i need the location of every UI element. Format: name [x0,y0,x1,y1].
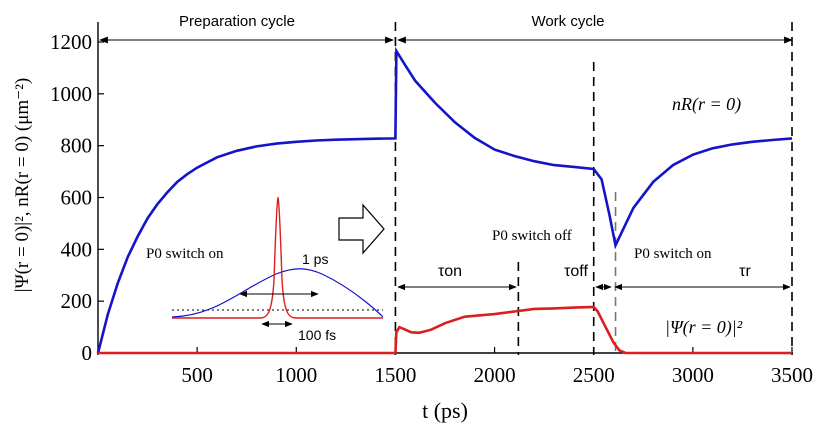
inset-wide-pulse [171,268,384,318]
x-tick-label: 3000 [672,363,714,387]
work-cycle-label: Work cycle [531,13,604,30]
y-tick-label: 400 [61,237,93,261]
hollow-arrow-icon [338,203,385,255]
x-axis-title: t (ps) [422,398,468,423]
inset-pulse: 1 ps 100 fs [171,196,384,343]
x-ticks: 500 1000 1500 2000 2500 3000 3500 [181,347,813,387]
inset-100fs-label: 100 fs [298,327,336,343]
p0-switch-on-right-label: P0 switch on [634,246,712,262]
y-tick-label: 800 [61,134,93,158]
preparation-cycle-label: Preparation cycle [179,13,295,30]
x-tick-label: 3500 [771,363,813,387]
y-tick-label: 1200 [50,30,92,54]
x-tick-label: 2500 [573,363,615,387]
x-tick-label: 1500 [374,363,416,387]
x-tick-label: 1000 [275,363,317,387]
p0-switch-on-left-label: P0 switch on [146,246,224,262]
psi-series-label: |Ψ(r = 0)|² [665,317,743,338]
p0-switch-off-label: P0 switch off [492,228,572,244]
series-line-psi [98,305,792,355]
y-tick-label: 200 [61,289,93,313]
tau-on-label: τon [438,263,462,280]
tau-r-label: τr [739,263,751,280]
y-tick-label: 1000 [50,82,92,106]
y-tick-label: 0 [82,341,93,365]
vertical-markers [394,22,793,355]
axes [97,22,792,355]
inset-narrow-pulse [172,196,383,319]
tau-off-label: τoff [564,263,588,280]
x-tick-label: 500 [181,363,213,387]
y-axis-title: |Ψ(r = 0)|², nR(r = 0) (μm⁻²) [12,78,33,292]
y-ticks: 0 200 400 600 800 1000 1200 [50,30,104,365]
x-tick-label: 2000 [474,363,516,387]
series-line-nr [96,46,793,354]
y-tick-label: 600 [61,186,93,210]
nr-series-label: nR(r = 0) [672,94,741,115]
inset-1ps-label: 1 ps [302,251,328,267]
